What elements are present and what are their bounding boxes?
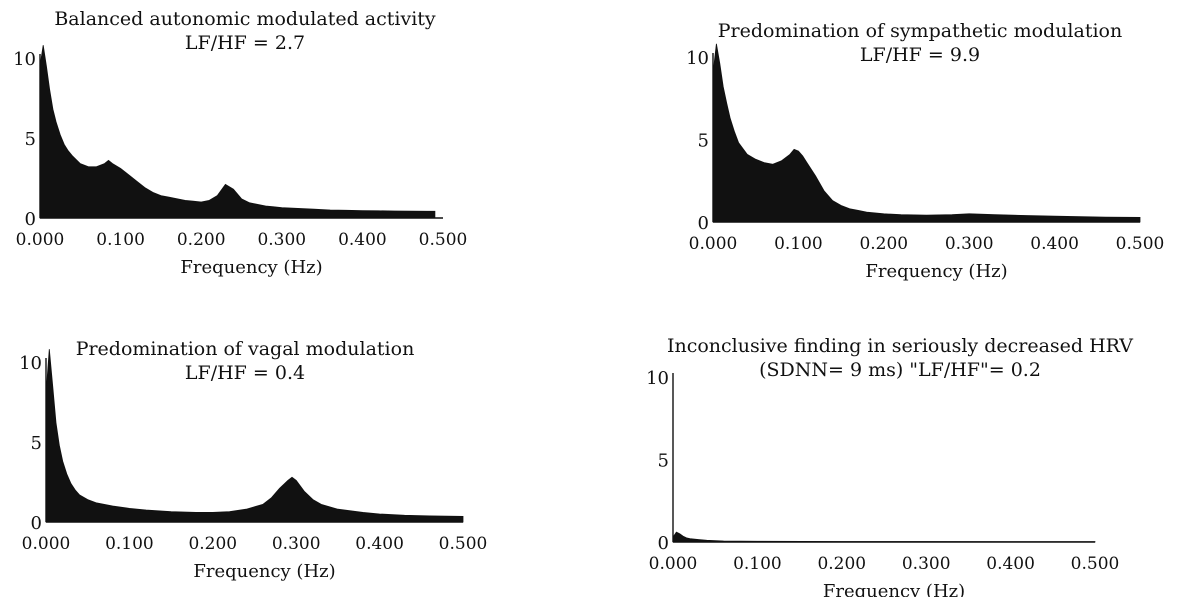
- chart-title: Predomination of sympathetic modulation: [717, 20, 1123, 42]
- y-tick-label: 0: [31, 513, 42, 534]
- y-tick-label: 0: [25, 209, 36, 230]
- chart-panel-vagal: Predomination of vagal modulation LF/HF …: [0, 300, 490, 590]
- y-tick-label: 10: [19, 353, 42, 374]
- spectrum-area: [712, 43, 1141, 223]
- spectrum-plot: 0 5 10 0.000 0.100 0.200 0.300 0.400 0.500 Freque…: [646, 368, 1120, 597]
- spectrum-area: [45, 349, 464, 523]
- x-tick-label: 0.100: [96, 230, 145, 250]
- x-tick-label: 0.500: [439, 534, 488, 554]
- x-tick-label: 0.000: [649, 554, 698, 574]
- y-tick-label: 5: [658, 451, 669, 472]
- x-tick-label: 0.400: [355, 534, 404, 554]
- x-tick-label: 0.000: [689, 234, 738, 254]
- x-axis-label: Frequency (Hz): [823, 581, 965, 597]
- x-tick-label: 0.300: [257, 230, 306, 250]
- x-tick-label: 0.100: [774, 234, 823, 254]
- x-tick-label: 0.100: [105, 534, 154, 554]
- chart-title: Predomination of vagal modulation: [75, 338, 415, 360]
- chart-subtitle: LF/HF = 0.4: [184, 362, 306, 384]
- chart-title: Balanced autonomic modulated activity: [54, 8, 436, 30]
- x-tick-label: 0.400: [338, 230, 387, 250]
- chart-subtitle: (SDNN= 9 ms) "LF/HF"= 0.2: [759, 359, 1041, 381]
- x-tick-label: 0.100: [733, 554, 782, 574]
- x-tick-label: 0.200: [177, 230, 226, 250]
- x-axis-label: Frequency (Hz): [865, 261, 1007, 282]
- chart-title: Inconclusive finding in seriously decrea…: [666, 335, 1134, 357]
- x-tick-label: 0.300: [902, 554, 951, 574]
- y-tick-label: 5: [698, 131, 709, 152]
- y-tick-label: 10: [13, 49, 36, 70]
- x-tick-label: 0.500: [1116, 234, 1165, 254]
- x-tick-label: 0.000: [16, 230, 65, 250]
- x-tick-label: 0.300: [272, 534, 321, 554]
- chart-panel-inconclusive: Inconclusive finding in seriously decrea…: [600, 300, 1200, 597]
- spectrum-plot: 0 5 10 0.000 0.100 0.200 0.300 0.400 0.500 Freque…: [686, 43, 1165, 282]
- spectrum-area: [39, 45, 436, 219]
- x-axis-label: Frequency (Hz): [193, 561, 335, 582]
- chart-panel-balanced: Balanced autonomic modulated activity LF…: [0, 0, 490, 290]
- x-tick-label: 0.200: [859, 234, 908, 254]
- y-tick-label: 0: [698, 213, 709, 234]
- spectrum-area: [672, 531, 1096, 543]
- spectrum-plot: 0 5 10 0.000 0.100 0.200 0.300 0.400 0.500 Freque…: [13, 45, 468, 278]
- x-tick-label: 0.500: [1071, 554, 1120, 574]
- y-tick-label: 5: [25, 129, 36, 150]
- x-tick-label: 0.400: [1030, 234, 1079, 254]
- spectrum-plot: 0 5 10 0.000 0.100 0.200 0.300 0.400 0.500 Freque…: [19, 349, 488, 582]
- y-tick-label: 10: [686, 48, 709, 69]
- y-tick-label: 0: [658, 533, 669, 554]
- x-tick-label: 0.200: [817, 554, 866, 574]
- x-tick-label: 0.400: [986, 554, 1035, 574]
- x-tick-label: 0.500: [419, 230, 468, 250]
- y-tick-label: 10: [646, 368, 669, 389]
- chart-subtitle: LF/HF = 9.9: [859, 44, 981, 66]
- x-tick-label: 0.300: [945, 234, 994, 254]
- x-tick-label: 0.000: [22, 534, 71, 554]
- chart-panel-sympathetic: Predomination of sympathetic modulation …: [660, 0, 1180, 290]
- x-tick-label: 0.200: [188, 534, 237, 554]
- chart-subtitle: LF/HF = 2.7: [184, 32, 306, 54]
- x-axis-label: Frequency (Hz): [180, 257, 322, 278]
- y-tick-label: 5: [31, 433, 42, 454]
